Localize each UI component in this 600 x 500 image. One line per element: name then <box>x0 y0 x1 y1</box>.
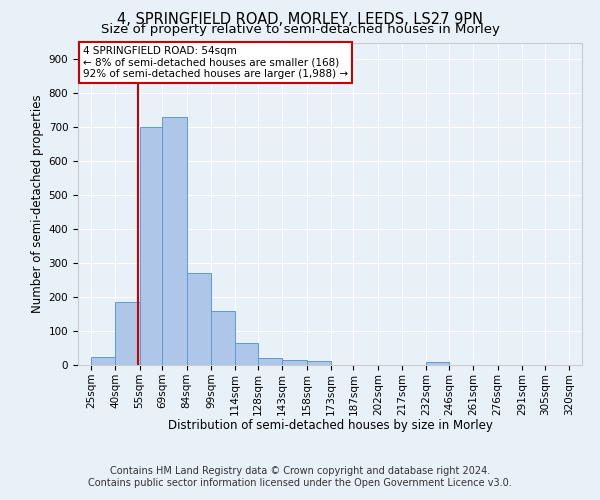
Bar <box>211 310 235 365</box>
Text: Size of property relative to semi-detached houses in Morley: Size of property relative to semi-detach… <box>101 22 499 36</box>
Bar <box>427 362 449 365</box>
Bar <box>91 356 115 365</box>
X-axis label: Distribution of semi-detached houses by size in Morley: Distribution of semi-detached houses by … <box>167 419 493 432</box>
Bar <box>162 117 187 365</box>
Bar <box>187 274 211 365</box>
Text: Contains HM Land Registry data © Crown copyright and database right 2024.
Contai: Contains HM Land Registry data © Crown c… <box>88 466 512 487</box>
Bar <box>235 343 258 365</box>
Bar <box>282 360 307 365</box>
Text: 4 SPRINGFIELD ROAD: 54sqm
← 8% of semi-detached houses are smaller (168)
92% of : 4 SPRINGFIELD ROAD: 54sqm ← 8% of semi-d… <box>83 46 348 79</box>
Bar <box>307 361 331 365</box>
Bar <box>258 358 282 365</box>
Bar <box>115 302 140 365</box>
Y-axis label: Number of semi-detached properties: Number of semi-detached properties <box>31 94 44 313</box>
Bar <box>140 128 162 365</box>
Text: 4, SPRINGFIELD ROAD, MORLEY, LEEDS, LS27 9PN: 4, SPRINGFIELD ROAD, MORLEY, LEEDS, LS27… <box>117 12 483 28</box>
